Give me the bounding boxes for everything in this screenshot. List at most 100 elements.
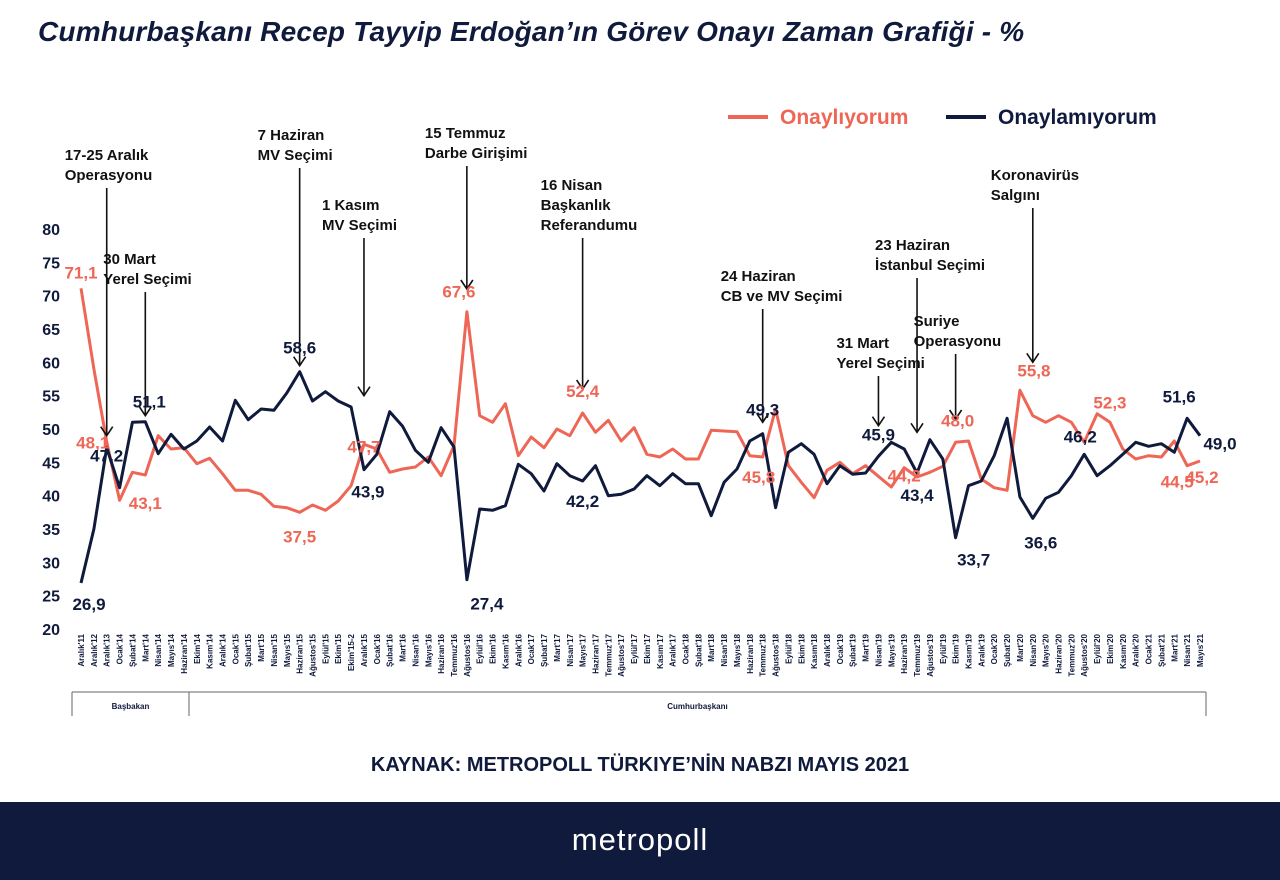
- data-label: 45,9: [862, 425, 895, 444]
- x-tick-label: Aralık'18: [823, 633, 832, 667]
- x-tick-label: Haziran'16: [437, 633, 446, 673]
- x-tick-label: Kasım'18: [810, 633, 819, 668]
- event-label-line: Darbe Girişimi: [425, 145, 528, 162]
- x-tick-label: Mart'14: [141, 633, 150, 661]
- data-label: 71,1: [64, 263, 97, 282]
- chart-title: Cumhurbaşkanı Recep Tayyip Erdoğan’ın Gö…: [38, 16, 1025, 47]
- x-tick-label: Haziran'14: [180, 633, 189, 673]
- legend: Onaylıyorum Onaylamıyorum: [728, 106, 1157, 129]
- y-tick-label: 80: [42, 222, 60, 239]
- x-tick-label: Kasım'17: [656, 633, 665, 668]
- event-label: 30 Mart Yerel Seçimi: [103, 251, 191, 288]
- data-label: 48,0: [941, 411, 974, 430]
- x-tick-label: Şubat'21: [1157, 633, 1166, 667]
- data-label: 44,5: [1161, 473, 1194, 492]
- x-tick-label: Nisan'14: [154, 633, 163, 666]
- y-tick-label: 70: [42, 289, 60, 306]
- x-tick-label: Nisan'21: [1183, 633, 1192, 666]
- footer-bar: metropoll: [0, 802, 1280, 880]
- x-tick-label: Şubat'18: [694, 633, 703, 667]
- x-tick-label: Ocak'19: [836, 633, 845, 664]
- x-tick-label: Kasım'14: [206, 633, 215, 668]
- x-tick-label: Ekim'17: [643, 633, 652, 663]
- event-arrow-head: [1026, 352, 1040, 364]
- event-arrow-head: [100, 426, 114, 438]
- event-label-line: 15 Temmuz: [425, 125, 506, 142]
- x-tick-label: Mayıs'18: [733, 633, 742, 667]
- y-tick-label: 60: [42, 355, 60, 372]
- x-tick-label: Nisan'17: [566, 633, 575, 666]
- y-tick-label: 75: [42, 255, 60, 272]
- x-tick-label: Şubat'15: [244, 633, 253, 667]
- data-label: 44,2: [888, 467, 921, 486]
- data-label: 43,1: [129, 494, 162, 513]
- event-label: 17-25 Aralık Operasyonu: [65, 147, 153, 184]
- event-label: 15 Temmuz Darbe Girişimi: [425, 125, 528, 162]
- event-label-line: Operasyonu: [65, 167, 153, 184]
- x-tick-label: Nisan'18: [720, 633, 729, 666]
- x-tick-label: Ekim'14: [193, 633, 202, 663]
- x-tick-label: Ağustos'18: [772, 633, 781, 676]
- event-label-line: Suriye: [914, 313, 960, 330]
- event-label-line: Yerel Seçimi: [103, 271, 191, 288]
- x-tick-label: Ocak'15: [231, 633, 240, 664]
- x-tick-label: Şubat'17: [540, 633, 549, 667]
- event-arrow-head: [756, 412, 770, 424]
- x-tick-label: Temmuz'18: [759, 633, 768, 676]
- x-tick-label: Eylül'20: [1093, 633, 1102, 663]
- y-tick-label: 30: [42, 555, 60, 572]
- x-tick-label: Aralık'11: [77, 633, 86, 666]
- x-tick-label: Ekim'20: [1106, 633, 1115, 663]
- data-label: 49,0: [1203, 435, 1236, 454]
- event-annotations: 17-25 Aralık Operasyonu 30 Mart Yerel Seçim…: [65, 125, 1079, 438]
- x-tick-label: Nisan'20: [1029, 633, 1038, 666]
- event-label-line: 1 Kasım: [322, 197, 380, 214]
- x-tick-label: Mayıs'20: [1042, 633, 1051, 667]
- x-tick-label: Şubat'16: [386, 633, 395, 667]
- y-tick-label: 35: [42, 522, 60, 539]
- series-lines: [79, 288, 1202, 584]
- event-label-line: MV Seçimi: [322, 217, 397, 234]
- data-label: 33,7: [957, 551, 990, 570]
- data-label: 47,7: [347, 437, 380, 456]
- data-label: 58,6: [283, 339, 316, 358]
- x-tick-label: Aralık'17: [669, 633, 678, 667]
- data-label: 46,2: [1064, 427, 1097, 446]
- event-label-line: 17-25 Aralık: [65, 147, 149, 164]
- x-tick-label: Ocak'14: [116, 633, 125, 664]
- y-tick-label: 40: [42, 489, 60, 506]
- x-tick-label: Ekim'18: [797, 633, 806, 663]
- x-tick-label: Mayıs'16: [424, 633, 433, 667]
- data-label: 52,3: [1093, 393, 1126, 412]
- x-tick-label: Mart'21: [1170, 633, 1179, 661]
- x-tick-label: Aralık'20: [1132, 633, 1141, 667]
- x-tick-label: Ocak'21: [1145, 633, 1154, 664]
- x-tick-label: Aralık'15: [360, 633, 369, 667]
- x-tick-label: Mayıs'15: [283, 633, 292, 667]
- event-label: 1 Kasım MV Seçimi: [322, 197, 397, 234]
- event-arrow-head: [948, 409, 963, 421]
- event-label-line: Referandumu: [541, 217, 638, 234]
- x-tick-label: Ekim'15-2: [347, 633, 356, 671]
- approval-line-chart: Onaylıyorum Onaylamıyorum 20 25 30 35 40 45 50…: [42, 106, 1237, 716]
- event-label-line: 7 Haziran: [258, 127, 325, 144]
- event-label-line: 16 Nisan: [541, 177, 603, 194]
- x-tick-label: Mayıs'21: [1196, 633, 1205, 667]
- group-label: Başbakan: [112, 702, 150, 711]
- x-tick-label: Eylül'18: [784, 633, 793, 663]
- event-label-line: MV Seçimi: [258, 147, 333, 164]
- event-label-line: 30 Mart: [103, 251, 156, 268]
- data-label: 47,2: [90, 447, 123, 466]
- data-label: 43,4: [900, 486, 934, 505]
- x-tick-label: Aralık'13: [103, 633, 112, 667]
- event-label-line: Operasyonu: [914, 333, 1002, 350]
- event-label-line: 31 Mart: [836, 335, 889, 352]
- x-tick-label: Şubat'20: [1003, 633, 1012, 667]
- x-tick-label: Ekim'16: [489, 633, 498, 663]
- x-tick-label: Nisan'19: [874, 633, 883, 666]
- x-tick-label: Temmuz'19: [913, 633, 922, 676]
- x-tick-label: Mart'19: [862, 633, 871, 661]
- x-tick-label: Haziran'17: [591, 633, 600, 673]
- event-arrow-head: [910, 422, 924, 434]
- x-tick-label: Temmuz'20: [1067, 633, 1076, 676]
